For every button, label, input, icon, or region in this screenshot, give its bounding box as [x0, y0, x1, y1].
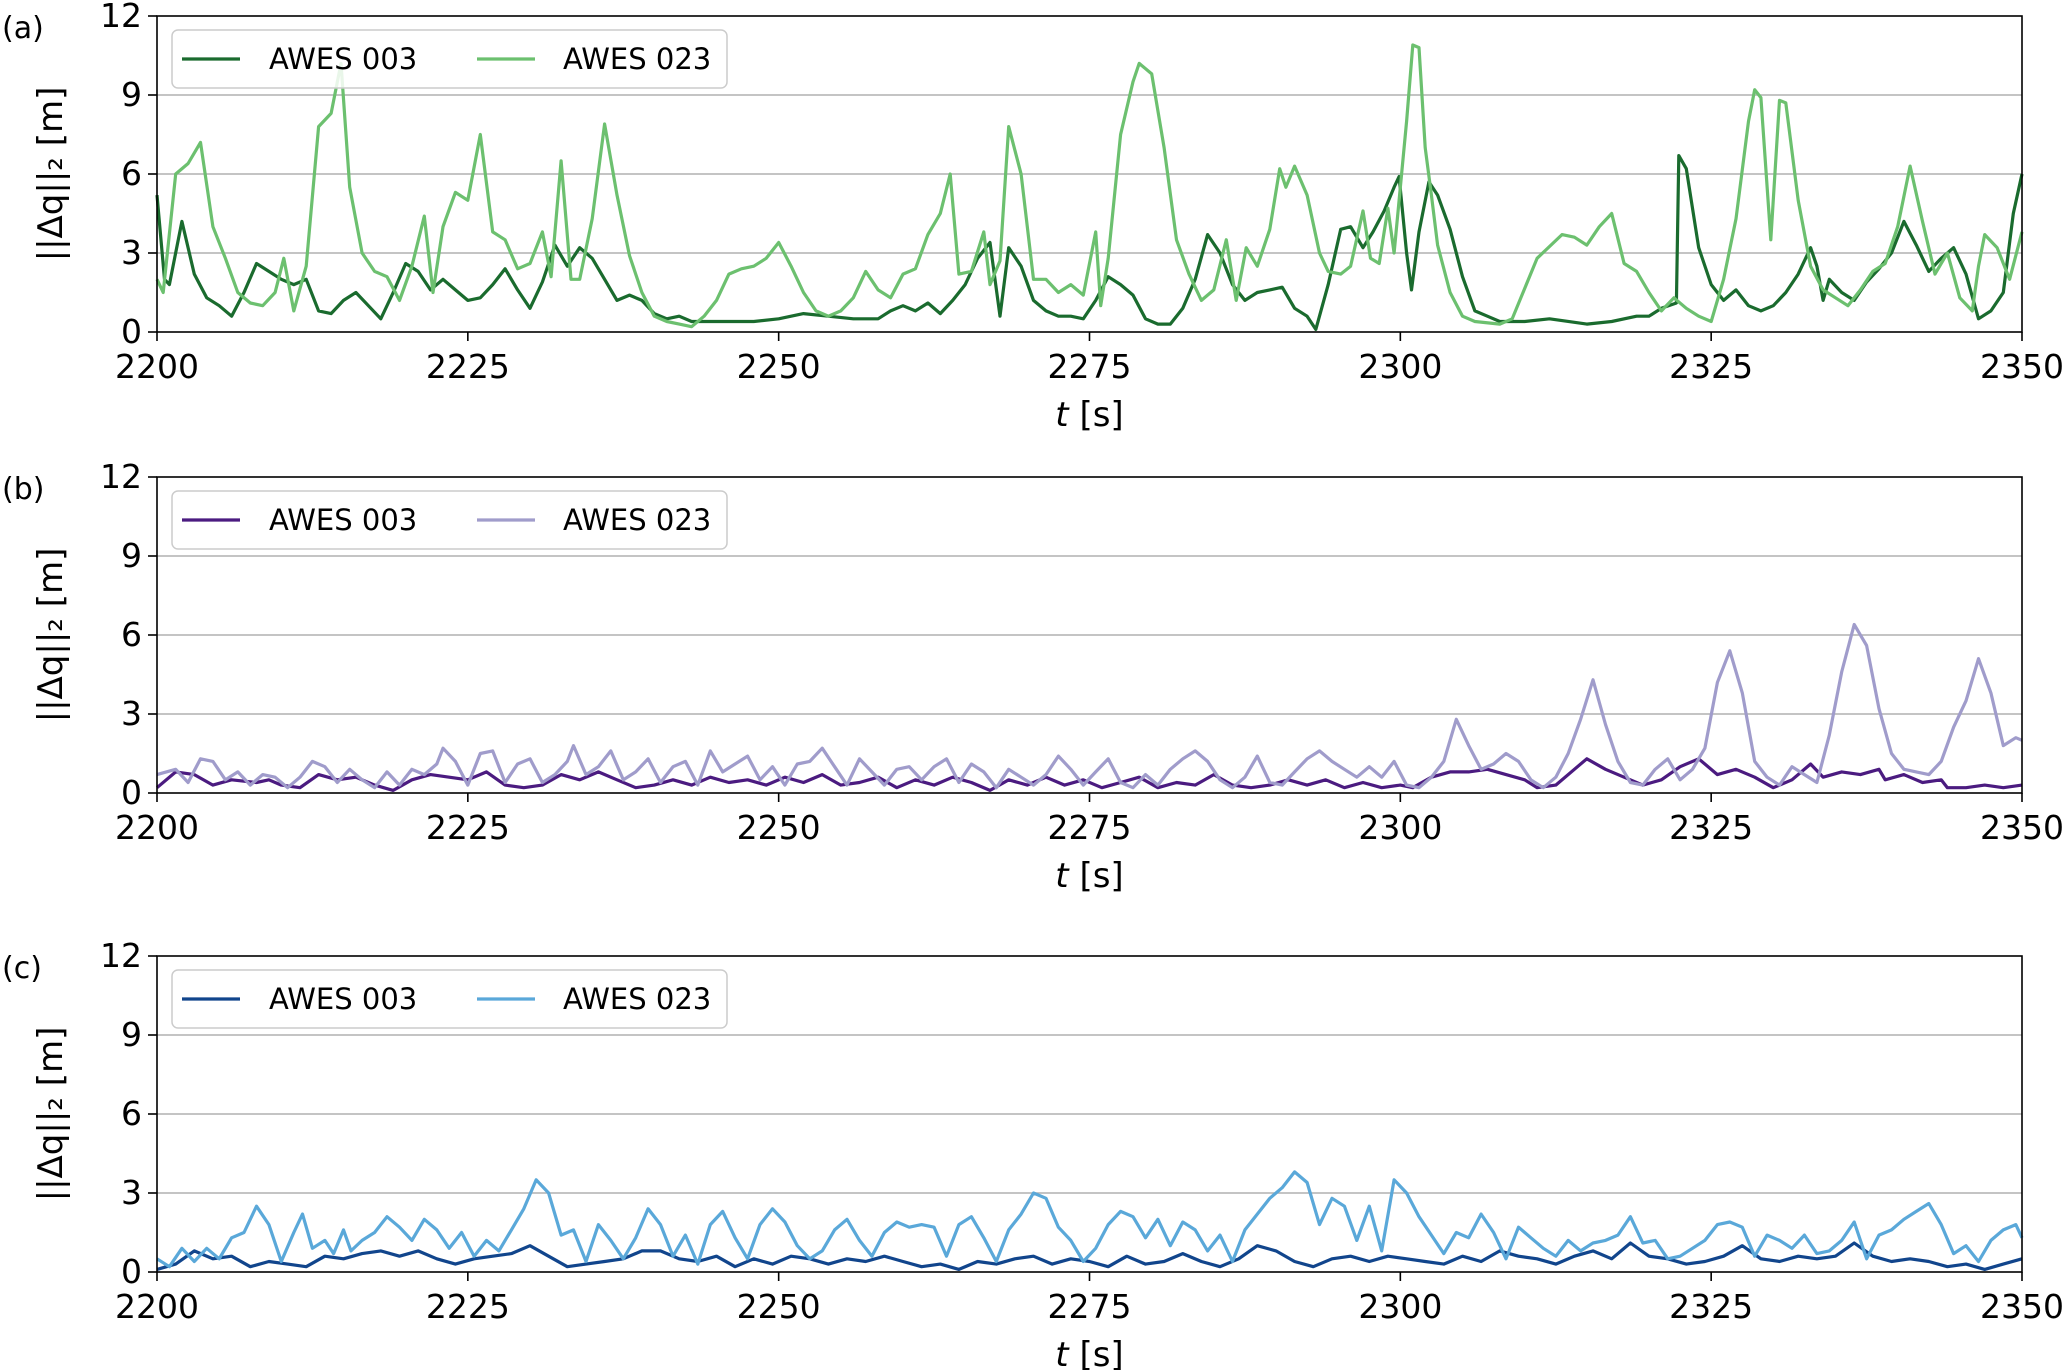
series-line-awes-003 — [155, 154, 2024, 331]
x-tick-label: 2250 — [737, 808, 821, 847]
y-axis-label: ||Δq||₂ [m] — [31, 548, 71, 723]
series-line-awes-023 — [156, 622, 2023, 790]
series-line-awes-023 — [156, 1170, 2024, 1269]
x-tick-label: 2350 — [1980, 1287, 2064, 1326]
panel-label: (a) — [2, 11, 44, 46]
x-axis-label-var: t — [1055, 1335, 1070, 1370]
legend: AWES 003 AWES 023 — [171, 490, 728, 550]
x-tick-label: 2250 — [737, 347, 821, 386]
x-tick-label: 2200 — [115, 347, 199, 386]
y-tick-label: 9 — [121, 536, 142, 575]
series-line-awes-003 — [156, 1241, 2023, 1271]
y-axis-label: ||Δq||₂ [m] — [31, 87, 71, 262]
y-tick-label: 0 — [121, 773, 142, 812]
legend-label: AWES 023 — [563, 503, 711, 537]
x-tick-label: 2350 — [1980, 808, 2064, 847]
legend-label: AWES 003 — [269, 42, 417, 76]
x-tick-label: 2300 — [1358, 1287, 1442, 1326]
x-axis-label-unit: [s] — [1079, 395, 1123, 435]
x-tick-label: 2350 — [1980, 347, 2064, 386]
legend-box — [171, 490, 728, 550]
legend-box — [171, 969, 728, 1029]
legend-label: AWES 023 — [563, 982, 711, 1016]
legend-box — [171, 29, 728, 89]
x-axis-space — [1069, 395, 1080, 435]
y-tick-label: 3 — [121, 694, 142, 733]
y-tick-label: 3 — [121, 233, 142, 272]
x-axis-space — [1069, 856, 1080, 896]
x-tick-label: 2325 — [1669, 347, 1753, 386]
y-tick-label: 12 — [100, 936, 142, 975]
x-axis-label-unit: [s] — [1079, 1335, 1123, 1370]
x-axis-label-var: t — [1055, 395, 1070, 435]
x-tick-label: 2325 — [1669, 808, 1753, 847]
x-tick-label: 2275 — [1048, 347, 1132, 386]
y-tick-label: 6 — [121, 1094, 142, 1133]
x-axis-label-unit: [s] — [1079, 856, 1123, 896]
y-axis-label: ||Δq||₂ [m] — [31, 1027, 71, 1202]
x-tick-label: 2300 — [1358, 347, 1442, 386]
y-tick-label: 0 — [121, 312, 142, 351]
legend: AWES 003 AWES 023 — [171, 29, 728, 89]
y-tick-label: 0 — [121, 1252, 142, 1291]
x-tick-label: 2200 — [115, 1287, 199, 1326]
y-tick-label: 6 — [121, 615, 142, 654]
x-tick-label: 2225 — [426, 808, 510, 847]
y-tick-label: 3 — [121, 1173, 142, 1212]
y-tick-label: 9 — [121, 1015, 142, 1054]
chart-panel-b: 0 3 6 9 12 2200 2225 2250 2275 2300 2325 2350 t [s] |… — [2, 457, 2064, 896]
x-axis-label: t [s] — [1055, 856, 1123, 896]
x-tick-label: 2325 — [1669, 1287, 1753, 1326]
x-axis-space — [1069, 1335, 1080, 1370]
x-tick-label: 2225 — [426, 1287, 510, 1326]
chart-panel-a: 0 3 6 9 12 2200 2225 2250 2275 2300 2325 2350 t [s] |… — [2, 0, 2064, 435]
chart-panel-c: 0 3 6 9 12 2200 2225 2250 2275 2300 2325 2350 t [s] |… — [2, 936, 2064, 1370]
legend-label: AWES 003 — [269, 503, 417, 537]
y-tick-label: 12 — [100, 0, 142, 35]
panel-label: (b) — [2, 472, 44, 507]
series-line-awes-023 — [155, 43, 2024, 329]
y-tick-label: 9 — [121, 75, 142, 114]
panel-label: (c) — [2, 951, 42, 986]
x-tick-label: 2225 — [426, 347, 510, 386]
x-tick-label: 2275 — [1048, 808, 1132, 847]
x-axis-label: t [s] — [1055, 1335, 1123, 1370]
y-tick-label: 12 — [100, 457, 142, 496]
x-axis-label-var: t — [1055, 856, 1070, 896]
x-tick-label: 2200 — [115, 808, 199, 847]
legend-label: AWES 003 — [269, 982, 417, 1016]
y-tick-label: 6 — [121, 154, 142, 193]
x-axis-label: t [s] — [1055, 395, 1123, 435]
x-tick-label: 2275 — [1048, 1287, 1132, 1326]
legend-label: AWES 023 — [563, 42, 711, 76]
x-tick-label: 2250 — [737, 1287, 821, 1326]
x-tick-label: 2300 — [1358, 808, 1442, 847]
legend: AWES 003 AWES 023 — [171, 969, 728, 1029]
